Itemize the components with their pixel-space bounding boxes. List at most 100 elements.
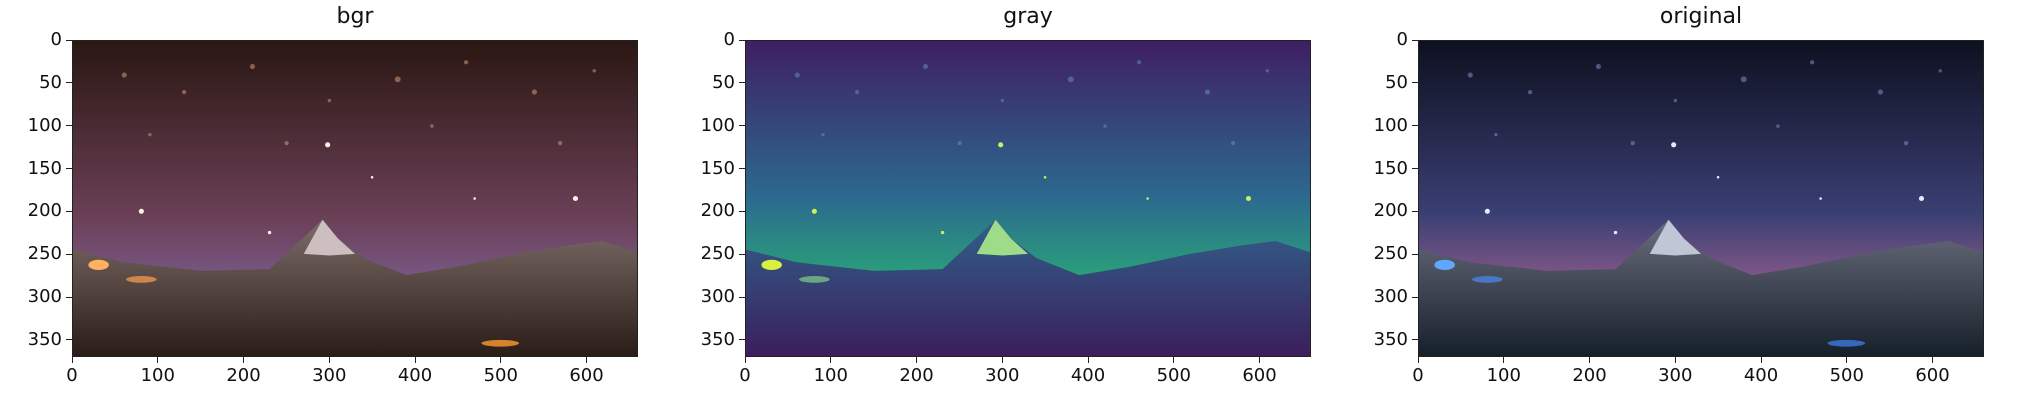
y-tick-mark bbox=[1412, 210, 1418, 212]
y-tick-mark bbox=[1412, 125, 1418, 127]
y-tick-mark bbox=[66, 125, 72, 127]
x-tick-label: 500 bbox=[483, 365, 518, 386]
gray-image bbox=[746, 41, 1310, 356]
x-tick-label: 200 bbox=[899, 365, 934, 386]
x-tick-label: 100 bbox=[140, 365, 175, 386]
y-tick-label: 100 bbox=[27, 114, 62, 136]
panel-original: original bbox=[1346, 0, 2019, 406]
panel-bgr: bgr bbox=[0, 0, 673, 406]
y-tick-label: 300 bbox=[700, 286, 735, 308]
x-tick-label: 200 bbox=[1572, 365, 1607, 386]
y-tick-mark bbox=[66, 296, 72, 298]
y-tick-label: 150 bbox=[700, 157, 735, 179]
x-tick-label: 200 bbox=[226, 365, 261, 386]
x-tick-mark bbox=[1674, 357, 1676, 363]
y-tick-label: 200 bbox=[27, 200, 62, 222]
x-tick-mark bbox=[586, 357, 588, 363]
y-tick-label: 300 bbox=[27, 286, 62, 308]
y-tick-mark bbox=[739, 210, 745, 212]
y-tick-mark bbox=[739, 253, 745, 255]
y-tick-label: 50 bbox=[39, 71, 62, 93]
x-tick-label: 100 bbox=[813, 365, 848, 386]
x-tick-label: 0 bbox=[1412, 365, 1424, 386]
y-tick-label: 100 bbox=[700, 114, 735, 136]
x-tick-mark bbox=[1503, 357, 1505, 363]
y-tick-label: 300 bbox=[1373, 286, 1408, 308]
panel-gray: gray bbox=[673, 0, 1346, 406]
y-tick-label: 200 bbox=[700, 200, 735, 222]
x-tick-label: 600 bbox=[1242, 365, 1277, 386]
y-tick-mark bbox=[1412, 82, 1418, 84]
y-tick-mark bbox=[1412, 253, 1418, 255]
y-tick-label: 0 bbox=[50, 29, 62, 50]
y-tick-label: 0 bbox=[723, 29, 735, 50]
x-tick-mark bbox=[1589, 357, 1590, 363]
y-tick-label: 50 bbox=[1385, 71, 1408, 93]
x-tick-mark bbox=[71, 357, 73, 363]
y-tick-mark bbox=[66, 210, 72, 212]
y-tick-label: 250 bbox=[27, 243, 62, 265]
y-tick-mark bbox=[1412, 296, 1418, 298]
x-tick-mark bbox=[1173, 357, 1175, 363]
image-axes bbox=[1418, 40, 1984, 357]
y-tick-label: 350 bbox=[1373, 328, 1408, 350]
x-tick-label: 600 bbox=[1915, 365, 1950, 386]
y-tick-mark bbox=[66, 82, 72, 84]
x-tick-mark bbox=[1417, 357, 1419, 363]
y-tick-label: 350 bbox=[700, 328, 735, 350]
y-tick-mark bbox=[739, 168, 745, 169]
x-tick-mark bbox=[1087, 357, 1089, 363]
x-tick-label: 300 bbox=[985, 365, 1020, 386]
x-tick-mark bbox=[1259, 357, 1261, 363]
x-tick-mark bbox=[1932, 357, 1934, 363]
x-tick-label: 600 bbox=[569, 365, 604, 386]
panel-title: original bbox=[1659, 4, 1743, 29]
image-axes bbox=[745, 40, 1311, 357]
y-tick-label: 250 bbox=[700, 243, 735, 265]
y-tick-label: 0 bbox=[1396, 29, 1408, 50]
x-tick-mark bbox=[830, 357, 832, 363]
x-tick-label: 300 bbox=[312, 365, 347, 386]
x-tick-label: 300 bbox=[1658, 365, 1693, 386]
x-tick-label: 400 bbox=[1070, 365, 1106, 386]
x-tick-mark bbox=[500, 357, 502, 363]
x-tick-mark bbox=[744, 357, 746, 363]
panel-title: bgr bbox=[336, 4, 374, 29]
x-tick-label: 400 bbox=[397, 365, 433, 386]
original-image bbox=[1419, 41, 1983, 356]
y-tick-mark bbox=[739, 125, 745, 127]
y-tick-label: 350 bbox=[27, 328, 62, 350]
y-tick-mark bbox=[66, 39, 72, 41]
y-tick-mark bbox=[739, 39, 745, 41]
y-tick-mark bbox=[1412, 339, 1418, 341]
image-axes bbox=[72, 40, 638, 357]
x-tick-mark bbox=[243, 357, 244, 363]
bgr-image bbox=[73, 41, 637, 356]
y-tick-mark bbox=[66, 253, 72, 255]
y-tick-label: 250 bbox=[1373, 243, 1408, 265]
y-tick-mark bbox=[739, 339, 745, 341]
x-tick-mark bbox=[328, 357, 330, 363]
y-tick-mark bbox=[739, 82, 745, 84]
y-tick-mark bbox=[66, 339, 72, 341]
x-tick-mark bbox=[1760, 357, 1762, 363]
x-tick-label: 500 bbox=[1829, 365, 1864, 386]
panel-title: gray bbox=[1003, 4, 1053, 29]
x-tick-label: 400 bbox=[1743, 365, 1779, 386]
x-tick-mark bbox=[414, 357, 416, 363]
x-tick-mark bbox=[1846, 357, 1848, 363]
x-tick-mark bbox=[1001, 357, 1003, 363]
y-tick-mark bbox=[66, 168, 72, 169]
y-tick-label: 200 bbox=[1373, 200, 1408, 222]
x-tick-mark bbox=[157, 357, 159, 363]
y-tick-label: 150 bbox=[27, 157, 62, 179]
y-tick-mark bbox=[1412, 39, 1418, 41]
x-tick-label: 500 bbox=[1156, 365, 1191, 386]
x-tick-label: 0 bbox=[739, 365, 751, 386]
y-tick-mark bbox=[739, 296, 745, 298]
y-tick-label: 150 bbox=[1373, 157, 1408, 179]
x-tick-mark bbox=[916, 357, 917, 363]
y-tick-label: 100 bbox=[1373, 114, 1408, 136]
y-tick-label: 50 bbox=[712, 71, 735, 93]
